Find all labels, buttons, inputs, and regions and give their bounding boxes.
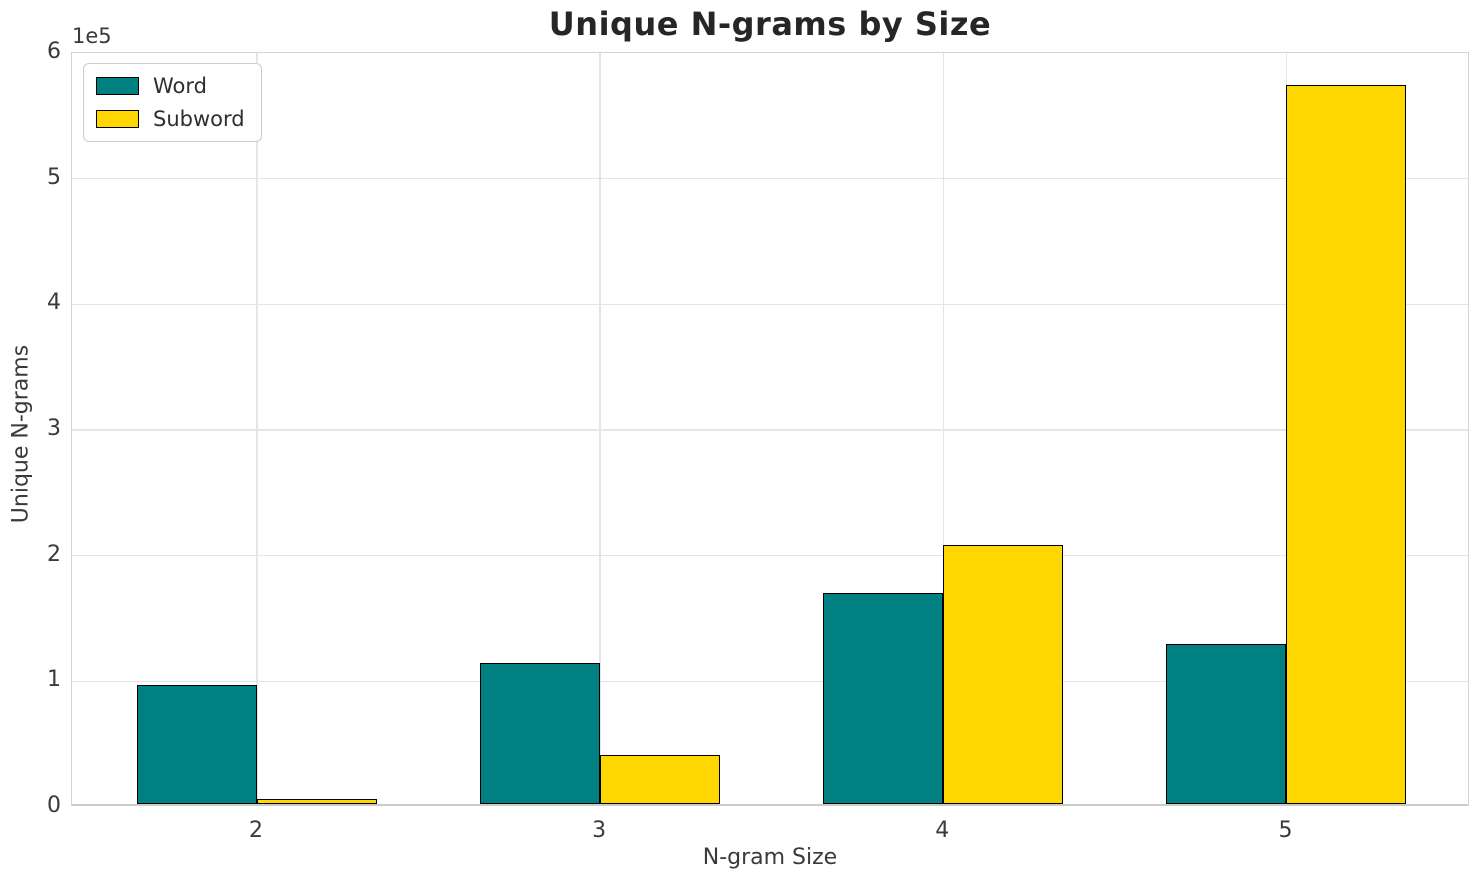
- bar-subword-5: [1286, 85, 1406, 804]
- gridline-v-3: [599, 53, 601, 804]
- gridline-h-5: [72, 177, 1468, 180]
- y-tick-2: 2: [47, 541, 61, 567]
- x-tick-4: 4: [935, 818, 950, 843]
- legend-item-subword: Subword: [96, 107, 245, 131]
- bar-word-4: [823, 593, 943, 804]
- y-tick-5: 5: [47, 164, 61, 190]
- x-tick-5: 5: [1278, 818, 1293, 843]
- legend-label-subword: Subword: [153, 107, 245, 131]
- y-tick-6: 6: [47, 39, 61, 64]
- x-axis-label: N-gram Size: [702, 845, 838, 870]
- y-axis-offset-label: 1e5: [72, 24, 112, 48]
- legend: Word Subword: [83, 63, 262, 142]
- plot-area: Word Subword: [71, 52, 1469, 806]
- bar-word-5: [1166, 644, 1286, 804]
- legend-item-word: Word: [96, 74, 245, 98]
- y-tick-0: 0: [47, 793, 61, 818]
- gridline-h-2: [72, 554, 1468, 557]
- bar-subword-4: [943, 545, 1063, 804]
- bar-word-2: [137, 685, 257, 804]
- y-tick-1: 1: [47, 667, 61, 693]
- x-tick-2: 2: [248, 818, 263, 843]
- bar-subword-3: [600, 755, 720, 804]
- legend-label-word: Word: [153, 74, 207, 98]
- bar-word-3: [480, 663, 600, 804]
- gridline-h-1: [72, 680, 1468, 683]
- gridline-v-2: [256, 53, 258, 804]
- gridline-h-3: [72, 429, 1468, 431]
- bar-subword-2: [257, 799, 377, 804]
- gridline-v-4: [942, 53, 944, 804]
- legend-swatch-word: [96, 77, 139, 95]
- y-tick-3: 3: [47, 416, 61, 441]
- legend-swatch-subword: [96, 110, 139, 128]
- chart-title: Unique N-grams by Size: [548, 5, 992, 43]
- y-tick-4: 4: [47, 290, 61, 316]
- x-tick-3: 3: [592, 818, 607, 843]
- gridline-h-4: [72, 303, 1468, 306]
